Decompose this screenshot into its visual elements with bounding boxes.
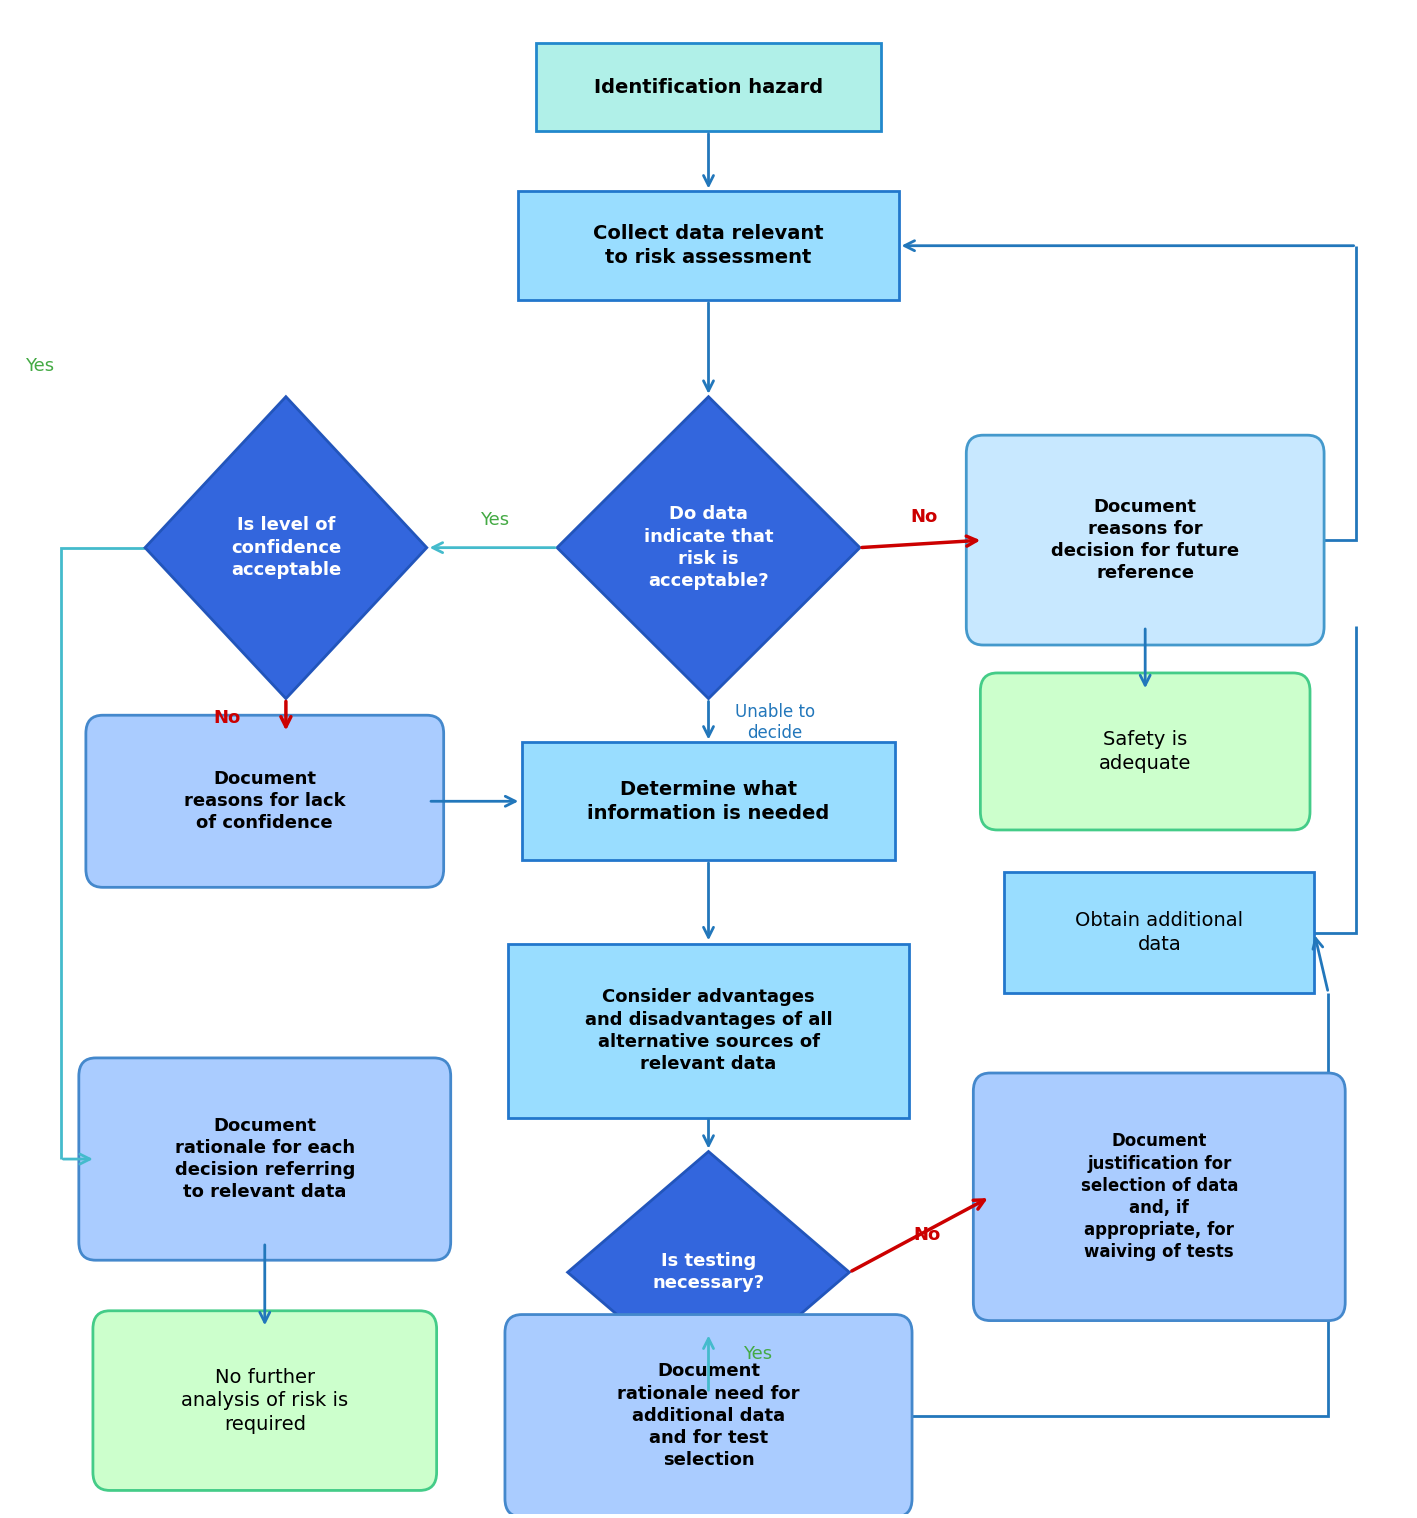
- FancyBboxPatch shape: [94, 1310, 436, 1491]
- FancyBboxPatch shape: [79, 1058, 451, 1260]
- Polygon shape: [145, 396, 427, 698]
- Text: Document
reasons for
decision for future
reference: Document reasons for decision for future…: [1051, 498, 1240, 583]
- Text: No: No: [913, 1225, 941, 1243]
- FancyBboxPatch shape: [86, 715, 444, 888]
- Text: Yes: Yes: [26, 357, 54, 375]
- Text: Yes: Yes: [480, 512, 509, 530]
- Text: Unable to
decide: Unable to decide: [734, 703, 815, 742]
- FancyBboxPatch shape: [507, 944, 910, 1117]
- Polygon shape: [568, 1152, 849, 1394]
- Text: Collect data relevant
to risk assessment: Collect data relevant to risk assessment: [594, 225, 823, 267]
- FancyBboxPatch shape: [966, 436, 1323, 645]
- FancyBboxPatch shape: [519, 191, 898, 301]
- Text: Do data
indicate that
risk is
acceptable?: Do data indicate that risk is acceptable…: [643, 505, 774, 591]
- Text: Determine what
information is needed: Determine what information is needed: [588, 780, 829, 823]
- Polygon shape: [557, 396, 860, 698]
- FancyBboxPatch shape: [504, 1315, 913, 1516]
- Text: Identification hazard: Identification hazard: [594, 77, 823, 97]
- FancyBboxPatch shape: [981, 672, 1309, 830]
- Text: Document
reasons for lack
of confidence: Document reasons for lack of confidence: [184, 770, 346, 832]
- Text: Yes: Yes: [744, 1345, 772, 1363]
- Text: Is testing
necessary?: Is testing necessary?: [652, 1252, 765, 1292]
- Text: Document
rationale need for
additional data
and for test
selection: Document rationale need for additional d…: [618, 1362, 799, 1469]
- Text: No further
analysis of risk is
required: No further analysis of risk is required: [181, 1368, 349, 1433]
- Text: Document
justification for
selection of data
and, if
appropriate, for
waiving of: Document justification for selection of …: [1081, 1132, 1238, 1261]
- Text: Obtain additional
data: Obtain additional data: [1076, 911, 1243, 953]
- FancyBboxPatch shape: [1005, 873, 1314, 993]
- Text: Safety is
adequate: Safety is adequate: [1100, 730, 1192, 773]
- FancyBboxPatch shape: [521, 742, 896, 861]
- Text: No: No: [910, 509, 938, 527]
- FancyBboxPatch shape: [536, 44, 881, 131]
- Text: No: No: [213, 709, 241, 727]
- FancyBboxPatch shape: [973, 1073, 1345, 1321]
- Text: Document
rationale for each
decision referring
to relevant data: Document rationale for each decision ref…: [174, 1117, 354, 1201]
- Text: Is level of
confidence
acceptable: Is level of confidence acceptable: [231, 516, 341, 578]
- Text: Consider advantages
and disadvantages of all
alternative sources of
relevant dat: Consider advantages and disadvantages of…: [585, 988, 832, 1073]
